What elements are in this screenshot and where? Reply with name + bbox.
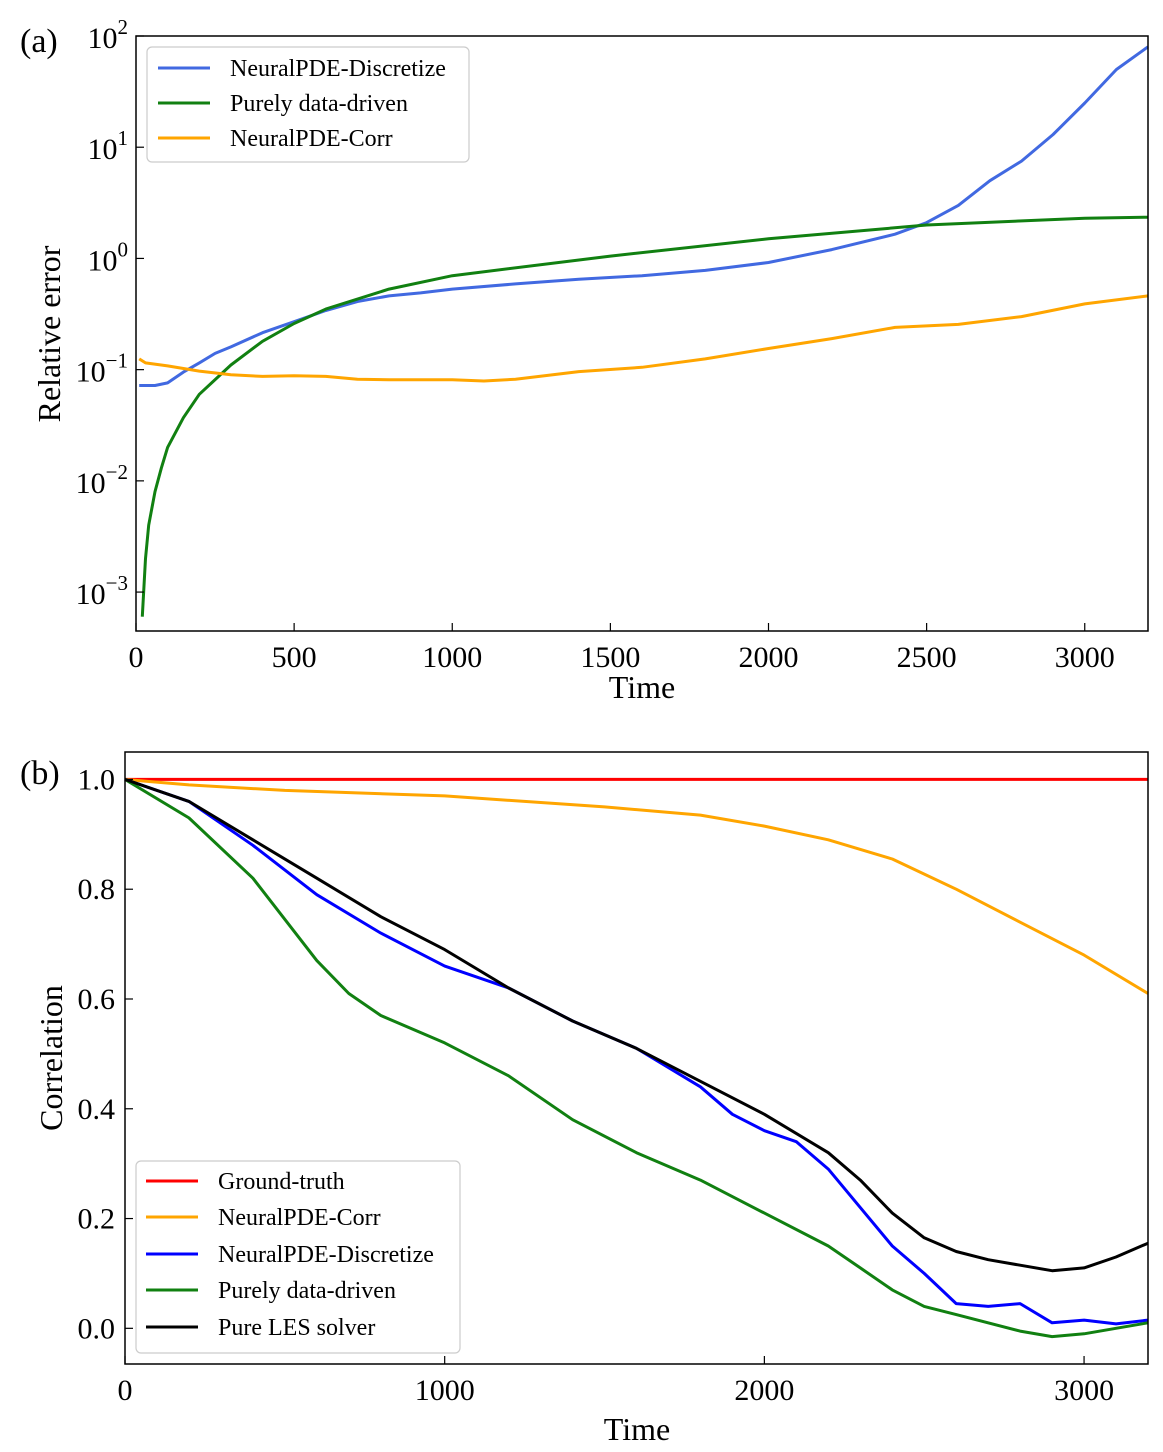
panel-a-series-group bbox=[138, 45, 1149, 617]
a-y-tick-label: 10−1 bbox=[76, 349, 128, 389]
panel-b-y-axis-label: Correlation bbox=[33, 985, 69, 1131]
a-series-line-purely-data-driven bbox=[140, 215, 1149, 617]
b-y-tick-label: 0.2 bbox=[78, 1203, 116, 1236]
a-y-tick-label: 102 bbox=[88, 15, 129, 55]
panel-b-x-ticks: 0 1000 2000 3000 bbox=[118, 1356, 1114, 1407]
panel-a-x-axis-label: Time bbox=[609, 669, 675, 705]
b-y-tick-label: 0.4 bbox=[78, 1093, 116, 1126]
panel-b-plot-frame bbox=[124, 751, 1149, 1365]
a-x-tick-label: 1500 bbox=[580, 641, 640, 674]
b-series-line-neuralpde-corr bbox=[124, 777, 1149, 995]
a-y-tick-label: 100 bbox=[88, 237, 129, 277]
legend-label-neuralpde-discretize: NeuralPDE-Discretize bbox=[218, 1242, 434, 1268]
panel-a-legend-box bbox=[146, 46, 470, 163]
a-x-tick-label: 2500 bbox=[897, 641, 957, 674]
legend-label-neuralpde-corr: NeuralPDE-Corr bbox=[230, 126, 393, 152]
b-y-tick-label: 0.8 bbox=[78, 873, 116, 906]
b-y-tick-label: 0.6 bbox=[78, 983, 116, 1016]
a-y-tick-label: 101 bbox=[88, 126, 129, 166]
a-x-tick-label: 2000 bbox=[739, 641, 799, 674]
panel-b-legend: Ground-truth NeuralPDE-Corr NeuralPDE-Di… bbox=[135, 1160, 461, 1354]
panel-a-y-ticks: 10−3 10−2 10−1 100 101 102 bbox=[76, 15, 144, 611]
panel-a-x-ticks: 0 500 1000 1500 2000 2500 3000 bbox=[129, 623, 1115, 674]
b-x-tick-label: 0 bbox=[118, 1374, 133, 1407]
panel-a-plot-frame bbox=[135, 35, 1149, 632]
a-x-tick-label: 1000 bbox=[422, 641, 482, 674]
a-x-tick-label: 3000 bbox=[1055, 641, 1115, 674]
b-y-tick-label: 0.0 bbox=[78, 1312, 116, 1345]
b-y-tick-label: 1.0 bbox=[78, 763, 116, 796]
legend-label-purely-data-driven: Purely data-driven bbox=[230, 91, 408, 117]
panel-b-y-ticks: 0.0 0.2 0.4 0.6 0.8 1.0 bbox=[78, 763, 133, 1345]
a-y-tick-label: 10−2 bbox=[76, 460, 128, 500]
legend-label-neuralpde-corr: NeuralPDE-Corr bbox=[218, 1205, 381, 1231]
panel-b-label: (b) bbox=[20, 755, 60, 792]
panel-a-relative-error-chart: (a) 0 500 1000 1500 2000 2500 3000 10−310−210−… bbox=[20, 15, 1149, 705]
b-x-tick-label: 2000 bbox=[734, 1374, 794, 1407]
b-x-tick-label: 1000 bbox=[415, 1374, 475, 1407]
b-series-line-purely-data-driven bbox=[124, 778, 1149, 1339]
legend-label-neuralpde-discretize: NeuralPDE-Discretize bbox=[230, 56, 446, 82]
b-series-line-pure-les-solver bbox=[124, 777, 1149, 1273]
panel-a-label: (a) bbox=[20, 23, 58, 60]
panel-b-correlation-chart: (b) 0 1000 2000 3000 0.0 0.2 0.4 0.6 0.8 1.0 Tim… bbox=[20, 751, 1149, 1447]
a-series-line-neuralpde-discretize bbox=[139, 45, 1149, 387]
a-x-tick-label: 500 bbox=[272, 641, 317, 674]
legend-label-ground-truth: Ground-truth bbox=[218, 1169, 345, 1195]
b-x-tick-label: 3000 bbox=[1054, 1374, 1114, 1407]
a-y-tick-label: 10−3 bbox=[76, 571, 128, 611]
b-series-line-neuralpde-discretize bbox=[124, 777, 1149, 1326]
panel-b-series-group bbox=[124, 777, 1149, 1339]
a-series-line-neuralpde-corr bbox=[138, 294, 1149, 383]
legend-label-pure-les-solver: Pure LES solver bbox=[218, 1315, 375, 1341]
legend-label-purely-data-driven: Purely data-driven bbox=[218, 1278, 396, 1304]
panel-b-x-axis-label: Time bbox=[604, 1411, 670, 1447]
panel-b-legend-box bbox=[135, 1160, 461, 1354]
panel-a-y-axis-label: Relative error bbox=[31, 245, 67, 422]
a-x-tick-label: 0 bbox=[129, 641, 144, 674]
panel-a-legend: NeuralPDE-Discretize Purely data-driven … bbox=[146, 46, 470, 163]
